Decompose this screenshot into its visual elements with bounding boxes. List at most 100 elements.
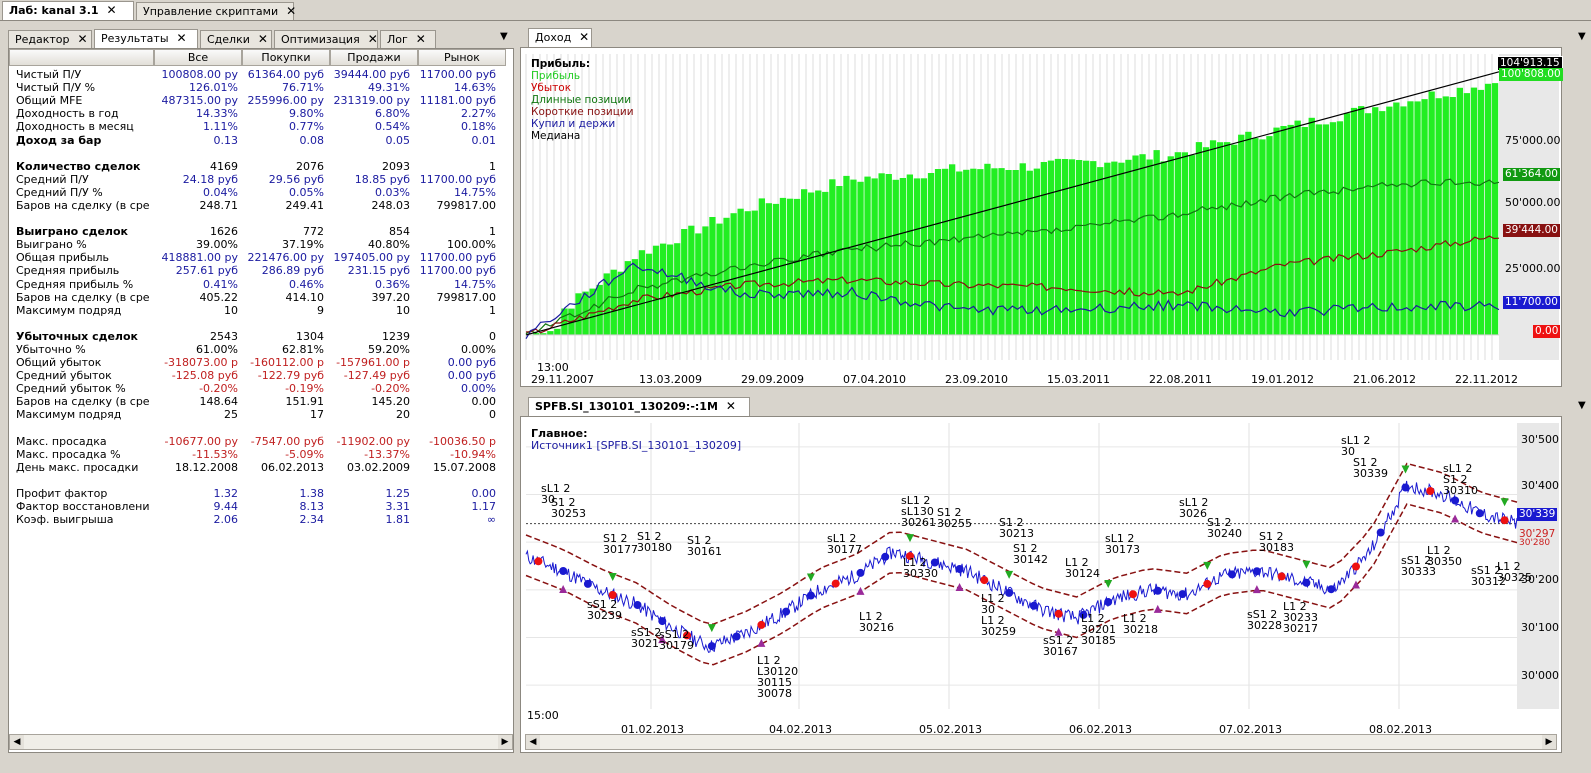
col-header-sells[interactable]: Продажи (330, 49, 418, 66)
profit-bar (1379, 111, 1386, 335)
close-icon[interactable]: ✕ (176, 31, 187, 45)
x-tick: 07.04.2010 (843, 373, 906, 386)
tab-deals[interactable]: Сделки ✕ (200, 30, 272, 48)
cell-value: -7547.00 руб (250, 434, 324, 448)
tab-results[interactable]: Результаты ✕ (94, 29, 198, 48)
profit-bar (1301, 127, 1308, 335)
profit-bar (1336, 121, 1344, 335)
profit-bar (1139, 154, 1146, 335)
scroll-right-icon[interactable]: ▶ (498, 735, 512, 749)
profit-bar (906, 174, 913, 335)
cell-value: 61.00% (196, 343, 238, 357)
scroll-left-icon[interactable]: ◀ (10, 735, 24, 749)
results-hscrollbar[interactable]: ◀ ▶ (9, 734, 513, 750)
profit-bar (1280, 126, 1287, 335)
cell-value: -0.20% (199, 382, 238, 396)
row-label: День макс. просадки (16, 460, 139, 474)
close-icon[interactable]: ✕ (257, 32, 268, 46)
row-label: Средний П/У % (16, 185, 103, 199)
signal-label: S1 2 30142 (1013, 542, 1048, 566)
row-label: Чистый П/У % (16, 81, 96, 95)
profit-bar (1068, 159, 1076, 335)
price-menu-arrow-icon[interactable]: ▼ (1578, 400, 1586, 411)
close-icon[interactable]: ✕ (106, 3, 117, 17)
profit-bar (1329, 122, 1337, 335)
trade-marker (1252, 567, 1261, 576)
sell-arrow-icon (856, 586, 865, 595)
cell-value: 100.00% (447, 238, 496, 252)
x-tick: 05.02.2013 (919, 723, 982, 736)
cell-value: 2076 (296, 159, 324, 173)
close-icon[interactable]: ✕ (579, 30, 590, 44)
cell-value (327, 474, 413, 487)
trade-marker (583, 579, 592, 588)
profit-bar (1125, 159, 1132, 335)
profit-bar (638, 250, 646, 335)
close-icon[interactable]: ✕ (725, 399, 736, 413)
col-header-all[interactable]: Все (154, 49, 242, 66)
income-menu-arrow-icon[interactable]: ▼ (1578, 31, 1586, 42)
profit-bar (913, 178, 921, 335)
table-row: Общая прибыль 418881.00 ру 221476.00 ру 197… (13, 251, 499, 264)
legend-buyhold: Купил и держи (531, 118, 616, 130)
row-label: Доходность в месяц (16, 120, 134, 134)
profit-bar (843, 175, 850, 335)
scroll-left-icon[interactable]: ◀ (526, 735, 540, 749)
cell-value: -127.49 руб (343, 369, 410, 383)
cell-value: -0.20% (371, 382, 410, 396)
tab-optimization[interactable]: Оптимизация ✕ (274, 30, 378, 48)
cell-value: 18.12.2008 (175, 460, 238, 474)
left-tab-bar: Редактор ✕ Результаты ✕ Сделки ✕ Оптимизаци… (8, 28, 518, 48)
buy-hold-line (525, 262, 1500, 340)
y-tick: 30'200 (1521, 573, 1560, 586)
profit-bar (1195, 142, 1203, 335)
cell-value: 6.80% (375, 107, 410, 121)
tab-log[interactable]: Лог ✕ (380, 30, 436, 48)
trade-marker (1327, 585, 1336, 594)
tab-menu-arrow-icon[interactable]: ▼ (500, 31, 508, 42)
cell-value: 799817.00 (436, 290, 497, 304)
long-positions-line (525, 178, 1500, 335)
channel-upper-line (525, 462, 1518, 625)
cell-value: 145.20 (371, 395, 411, 409)
price-title: Главное: (531, 427, 588, 440)
col-header-market[interactable]: Рынок (418, 49, 506, 66)
profit-bar (836, 186, 843, 335)
tab-script-manager[interactable]: Управление скриптами ✕ (136, 2, 297, 20)
cell-value: 15.07.2008 (433, 460, 496, 474)
close-icon[interactable]: ✕ (415, 32, 426, 46)
profit-bar (540, 333, 547, 335)
x-tick: 21.06.2012 (1353, 373, 1416, 386)
trade-marker (1029, 601, 1038, 610)
x-tick: 08.02.2013 (1369, 723, 1432, 736)
signal-label: L1 2 30201 30185 (1081, 612, 1116, 647)
cell-value: 2.27% (461, 107, 496, 121)
tab-income[interactable]: Доход ✕ (528, 28, 592, 47)
legend-short: Короткие позиции (531, 106, 634, 118)
profit-bar (652, 245, 660, 335)
cell-value: 1.81 (385, 513, 411, 527)
profit-bar (786, 198, 794, 335)
trade-marker (757, 620, 766, 629)
tab-lab-kanal[interactable]: Лаб: kanal 3.1 ✕ (2, 1, 134, 20)
table-row: Средний П/У 24.18 руб 29.56 руб 18.85 руб 11… (13, 173, 499, 186)
close-icon[interactable]: ✕ (77, 32, 88, 46)
tab-label: Управление скриптами (143, 5, 279, 18)
col-header-buys[interactable]: Покупки (242, 49, 330, 66)
close-icon[interactable]: ✕ (286, 4, 297, 18)
close-icon[interactable]: ✕ (367, 32, 378, 46)
profit-bar (885, 174, 892, 335)
legend-loss: Убыток (531, 82, 572, 94)
cell-value: 1 (489, 303, 496, 317)
price-hscrollbar[interactable]: ◀ ▶ (525, 734, 1557, 750)
cell-value: 3.31 (385, 500, 411, 514)
cell-value: 8.13 (299, 500, 325, 514)
tab-price-chart[interactable]: SPFB.SI_130101_130209:-:1M ✕ (528, 397, 750, 416)
scroll-right-icon[interactable]: ▶ (1542, 735, 1556, 749)
trade-marker (1352, 562, 1360, 571)
tab-editor[interactable]: Редактор ✕ (8, 30, 92, 48)
x-tick: 01.02.2013 (621, 723, 684, 736)
profit-bar (857, 181, 864, 335)
cell-value: 1 (489, 159, 496, 173)
cell-value: -11.53% (192, 447, 238, 461)
